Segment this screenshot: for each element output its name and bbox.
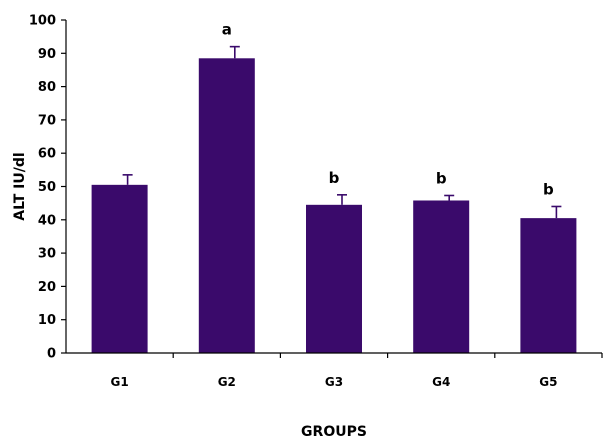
x-axis-ticks: G1 G2 G3 G4 G5 [110,353,603,389]
significance-labels: a b b b [222,21,554,199]
bar-g1 [91,184,148,353]
y-tick-label: 50 [38,180,56,195]
y-tick-label: 100 [29,14,56,29]
y-tick-label: 70 [38,113,56,128]
x-tick-label: G4 [432,375,450,389]
significance-label: b [436,169,447,187]
bars-group [91,58,577,354]
x-tick-label: G1 [110,375,128,389]
y-tick-label: 40 [38,213,56,228]
error-bars-group [122,45,562,219]
y-tick-label: 90 [38,47,56,62]
x-tick-label: G5 [539,375,557,389]
y-tick-label: 0 [47,347,56,362]
y-tick-label: 30 [38,247,56,262]
y-tick-label: 10 [38,313,56,328]
significance-label: b [543,180,554,198]
significance-label: a [222,21,232,39]
bar-g4 [413,200,470,353]
bar-g5 [520,218,577,353]
y-axis-ticks: 0 10 20 30 40 50 60 70 80 90 100 [29,14,66,362]
x-tick-label: G2 [218,375,236,389]
y-axis-title: ALT IU/dl [12,152,28,220]
y-tick-label: 20 [38,280,56,295]
y-tick-label: 60 [38,147,56,162]
x-axis-title: GROUPS [301,424,367,439]
significance-label: b [329,169,340,187]
y-tick-label: 80 [38,80,56,95]
bar-g3 [306,204,362,353]
x-tick-label: G3 [325,375,343,389]
bar-g2 [198,58,255,354]
